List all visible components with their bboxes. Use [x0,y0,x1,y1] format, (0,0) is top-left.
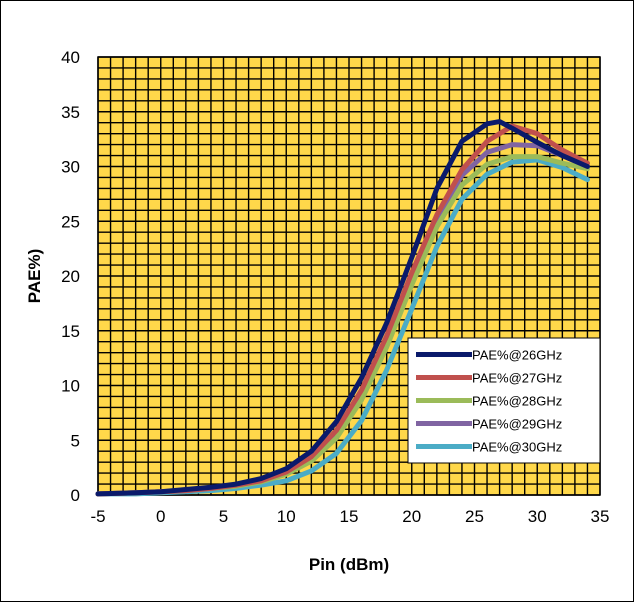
x-tick-label: 0 [156,507,165,526]
y-tick-label: 20 [61,267,80,286]
x-axis-title: Pin (dBm) [309,555,389,574]
x-tick-label: 10 [277,507,296,526]
y-tick-label: 15 [61,322,80,341]
legend-label: PAE%@30GHz [472,440,562,455]
series-lines [95,119,590,497]
x-tick-label: 15 [340,507,359,526]
legend-label: PAE%@29GHz [472,417,562,432]
tick-labels: -5 0 5 10 15 20 25 30 35 0 5 10 15 20 25 30 35 40 [61,48,609,526]
y-tick-label: 40 [61,48,80,67]
legend-label: PAE%@28GHz [472,394,562,409]
plot-border [97,56,601,496]
x-tick-label: 30 [528,507,547,526]
x-tick-label: 20 [402,507,421,526]
y-tick-label: 25 [61,212,80,231]
y-tick-label: 30 [61,158,80,177]
y-tick-label: 5 [71,431,80,450]
x-tick-label: -5 [90,507,105,526]
x-tick-label: 35 [591,507,610,526]
y-tick-label: 35 [61,103,80,122]
x-tick-label: 5 [219,507,228,526]
y-axis-title: PAE%) [25,249,44,303]
series-line [95,119,590,497]
y-tick-label: 10 [61,377,80,396]
x-tick-label: 25 [465,507,484,526]
legend-label: PAE%@27GHz [472,371,562,386]
legend-label: PAE%@26GHz [472,348,562,363]
y-tick-label: 0 [71,486,80,505]
legend: PAE%@26GHz PAE%@27GHz PAE%@28GHz PAE%@29GHz… [407,337,601,464]
